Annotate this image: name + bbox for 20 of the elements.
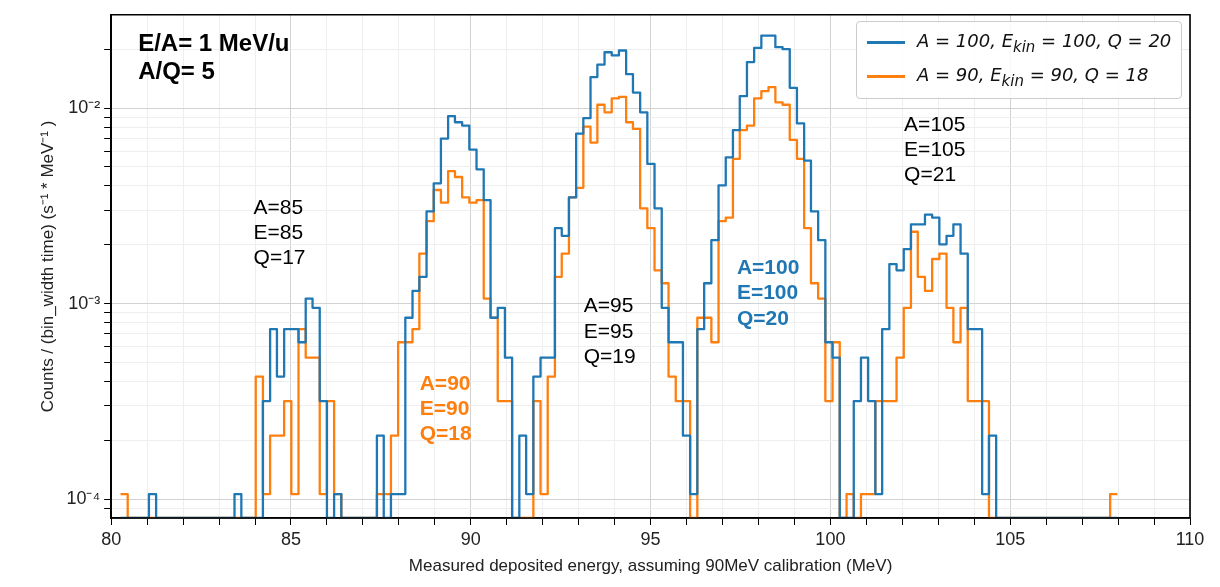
legend-label: A = 100, E$_{kin}$ = 100, Q = 20 [917,30,1172,56]
annotation: A=95 E=95 Q=19 [583,293,636,367]
y-tick-label: 10⁻³ [68,292,101,313]
annotation: A=90 E=90 Q=18 [419,370,472,445]
x-axis-title: Measured deposited energy, assuming 90MeV calibration (MeV) [408,556,893,576]
legend-label: A = 90, E$_{kin}$ = 90, Q = 18 [917,64,1149,90]
x-tick-label: 90 [460,528,481,549]
annotation: E/A= 1 MeV/u A/Q= 5 [138,28,290,85]
y-tick-label: 10⁻⁴ [66,488,101,509]
x-tick-label: 100 [815,528,846,549]
annotation: A=85 E=85 Q=17 [253,194,306,269]
y-axis-title: Counts / (bin_width time) (s⁻¹ * MeV⁻¹ ) [37,120,57,413]
x-tick-label: 85 [280,528,301,549]
x-tick-label: 105 [995,528,1026,549]
x-tick-label: 80 [101,528,122,549]
annotation: A=105 E=105 Q=21 [904,111,966,186]
annotation: A=100 E=100 Q=20 [736,255,800,329]
y-tick-label: 10⁻² [68,97,101,118]
x-tick-label: 110 [1175,528,1205,549]
x-tick-label: 95 [640,528,661,549]
